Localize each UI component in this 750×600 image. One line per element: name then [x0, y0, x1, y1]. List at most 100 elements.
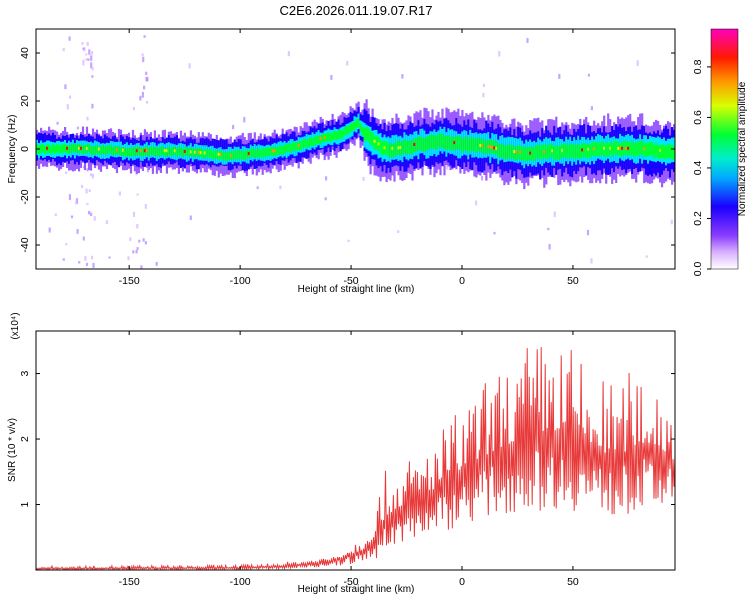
spectrogram-cell — [585, 144, 588, 158]
spectrogram-cell — [601, 140, 604, 155]
spectrogram-cell — [105, 145, 109, 155]
spectrogram-cell — [437, 133, 440, 148]
spectrogram-peak-cell — [377, 142, 381, 146]
spectrogram-cell — [579, 145, 582, 159]
spectrogram-cell — [505, 145, 508, 160]
spectrogram-cell — [97, 146, 101, 156]
spectrogram-noise-cell — [144, 241, 147, 245]
spectrogram-cell — [547, 145, 550, 159]
spectrogram-noise-cell — [82, 59, 85, 66]
snr-y-label: SNR (10 * v/v) — [7, 418, 18, 482]
spectrogram-peak-cell — [189, 150, 193, 154]
spectrogram-cell — [523, 147, 526, 161]
spectrogram-noise-cell — [636, 60, 639, 67]
spectrogram-cell — [129, 147, 133, 157]
spectrogram-peak-cell — [593, 147, 597, 151]
spectrogram-peak-cell — [487, 145, 491, 149]
spectrogram-noise-cell — [65, 243, 68, 246]
spectrogram-peak-cell — [627, 146, 631, 150]
spectrogram-x-tick-label: -100 — [230, 275, 251, 287]
spectrogram-cell — [113, 145, 117, 155]
spectrogram-cell — [227, 151, 230, 161]
spectrogram-noise-cell — [91, 51, 94, 55]
spectrogram-cell — [163, 148, 166, 157]
spectrogram-cell — [361, 126, 364, 136]
spectrogram-cell — [631, 140, 634, 155]
spectrogram-peak-cell — [551, 149, 555, 153]
spectrogram-cell — [281, 145, 284, 155]
spectrogram-cell — [615, 140, 618, 155]
spectrogram-peak-cell — [481, 144, 485, 148]
spectrogram-cell — [103, 146, 107, 155]
spectrogram-cell — [415, 137, 418, 152]
spectrogram-cell — [375, 135, 378, 150]
spectrogram-cell — [187, 148, 190, 157]
spectrogram-cell — [343, 127, 346, 136]
chart-title: C2E6.2026.011.19.07.R17 — [280, 3, 433, 18]
spectrogram-noise-cell — [446, 165, 449, 170]
spectrogram-cell — [483, 139, 486, 153]
spectrogram-cell — [52, 144, 55, 153]
spectrogram-cell — [663, 145, 666, 159]
spectrogram-noise-cell — [482, 92, 485, 98]
spectrogram-noise-cell — [48, 227, 51, 233]
spectrogram-peak-cell — [165, 149, 169, 153]
spectrogram-noise-cell — [65, 171, 68, 174]
spectrogram-panel: -150 -100 -50 0 50 -40 -20 0 20 40 Height of str… — [7, 28, 676, 295]
spectrogram-noise-cell — [68, 194, 71, 201]
spectrogram-peak-cell — [66, 146, 69, 150]
spectrogram-cell — [181, 148, 184, 158]
spectrogram-noise-cell — [91, 173, 94, 179]
spectrogram-noise-cell — [90, 212, 93, 217]
spectrogram-noise-cell — [76, 126, 79, 130]
spectrogram-cell — [151, 146, 154, 156]
spectrogram-cell — [669, 143, 672, 158]
colorbar-tick-label: 0.4 — [692, 160, 704, 175]
spectrogram-noise-cell — [70, 215, 74, 219]
spectrogram-cell — [301, 139, 304, 149]
spectrogram-cell — [395, 141, 398, 156]
spectrogram-cell — [513, 146, 516, 161]
spectrogram-cell — [325, 133, 328, 142]
spectrogram-cell — [251, 148, 254, 157]
spectrogram-cell — [311, 137, 314, 147]
spectrogram-cell — [69, 144, 73, 153]
spectrogram-noise-cell — [232, 124, 235, 130]
spectrogram-cell — [607, 143, 610, 158]
spectrogram-x-tick-label: -50 — [343, 275, 358, 287]
snr-x-tick-label: -50 — [343, 576, 358, 588]
spectrogram-noise-cell — [590, 258, 593, 264]
spectrogram-cell — [351, 121, 354, 131]
spectrogram-cell — [357, 118, 360, 128]
spectrogram-cell — [557, 146, 560, 160]
spectrogram-cell — [211, 150, 214, 160]
spectrogram-cell — [635, 142, 638, 157]
spectrogram-noise-cell — [56, 121, 59, 125]
spectrogram-cell — [253, 149, 256, 158]
spectrogram-peak-cell — [145, 149, 149, 153]
spectrogram-cell — [569, 143, 572, 158]
spectrogram-noise-cell — [140, 265, 143, 269]
spectrogram-peak-cell — [529, 151, 533, 155]
spectrogram-peak-cell — [273, 149, 277, 153]
spectrogram-noise-cell — [86, 168, 89, 172]
spectrogram-cell — [421, 137, 424, 152]
spectrogram-peak-cell — [383, 146, 387, 150]
spectrogram-peak-cell — [373, 139, 377, 143]
spectrogram-cell — [309, 137, 312, 146]
snr-series-line — [36, 347, 675, 570]
spectrogram-cell — [157, 147, 160, 157]
spectrogram-peak-cell — [495, 146, 499, 150]
spectrogram-peak-cell — [603, 146, 607, 150]
spectrogram-cell — [531, 146, 534, 161]
spectrogram-cell — [313, 136, 316, 146]
spectrogram-noise-cell — [85, 188, 88, 194]
spectrogram-cell — [459, 135, 462, 150]
spectrogram-cell — [48, 144, 51, 154]
spectrogram-peak-cell — [297, 143, 301, 147]
spectrogram-noise-cell — [526, 38, 529, 43]
spectrogram-cell — [68, 145, 71, 154]
spectrogram-peak-cell — [247, 152, 251, 155]
spectrogram-cell — [417, 136, 420, 151]
